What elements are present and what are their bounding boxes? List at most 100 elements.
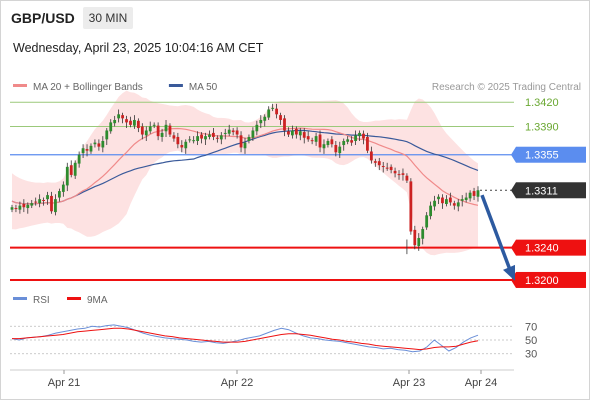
candle-body	[259, 119, 263, 124]
candle-body	[184, 141, 188, 149]
candle-body	[338, 146, 342, 154]
candle-body	[437, 196, 440, 200]
candle-body	[429, 205, 433, 217]
legend-label: MA 50	[189, 82, 218, 93]
candle-body	[50, 195, 53, 212]
candle-body	[219, 135, 223, 140]
candle-body	[113, 119, 117, 124]
candle-body	[279, 115, 282, 120]
candle-body	[215, 137, 219, 139]
rsi-level-label-50: 50	[525, 335, 537, 347]
candle-body	[433, 200, 436, 207]
candle-body	[140, 126, 144, 135]
candle-body	[192, 140, 196, 142]
candle-body	[472, 191, 476, 196]
candle-body	[61, 184, 65, 192]
candle-body	[176, 136, 180, 145]
level-label-pointer	[511, 182, 516, 199]
candle-body	[287, 131, 290, 135]
candle-body	[401, 173, 405, 175]
x-tick-label: Apr 22	[221, 377, 253, 389]
candle-body	[125, 119, 128, 123]
candle-body	[231, 130, 235, 133]
candle-body	[476, 190, 480, 197]
candle-body	[26, 204, 30, 209]
candle-body	[97, 143, 101, 147]
symbol-title: GBP/USD	[11, 10, 75, 26]
forecast-arrow-shaft	[480, 194, 512, 271]
candle-body	[255, 124, 259, 132]
candle-body	[330, 139, 334, 145]
candle-body	[350, 140, 354, 143]
candle-body	[152, 124, 156, 126]
level-label-box-1-3355	[516, 146, 586, 163]
level-label-1-3420: 1.3420	[525, 97, 559, 109]
candle-body	[93, 142, 97, 145]
candle-body	[235, 130, 239, 135]
candle-body	[243, 142, 247, 149]
candle-body	[290, 130, 294, 136]
candle-body	[275, 108, 278, 115]
candle-body	[294, 128, 298, 135]
candle-body	[358, 132, 361, 137]
candle-body	[456, 202, 460, 207]
candle-body	[247, 136, 251, 141]
candle-body	[239, 135, 243, 148]
candle-body	[366, 136, 369, 151]
candle-body	[57, 191, 61, 198]
candle-body	[318, 134, 322, 148]
candle-body	[133, 119, 136, 126]
candle-body	[393, 170, 397, 174]
candle-body	[334, 145, 338, 153]
rsi-legend-swatch	[13, 297, 27, 300]
candle-body	[223, 132, 227, 134]
level-label-pointer	[511, 239, 516, 256]
candle-body	[85, 149, 89, 151]
candle-body	[298, 131, 302, 136]
candle-body	[251, 130, 255, 138]
candle-body	[212, 132, 215, 137]
candle-body	[204, 136, 207, 140]
rsi-level-label-30: 30	[525, 349, 537, 361]
candle-body	[271, 107, 275, 109]
candle-body	[445, 199, 448, 205]
legend-label: MA 20 + Bollinger Bands	[33, 82, 143, 93]
candle-body	[314, 136, 318, 142]
candle-body	[109, 122, 113, 132]
candle-body	[409, 181, 413, 232]
candle-body	[129, 120, 132, 125]
rsi-legend-label: 9MA	[87, 295, 108, 306]
level-label-1-3355: 1.3355	[525, 150, 559, 162]
candle-body	[354, 135, 357, 141]
candle-body	[34, 201, 38, 203]
rsi-level-label-70: 70	[525, 321, 537, 333]
candle-body	[172, 135, 176, 139]
candle-body	[69, 165, 73, 175]
candle-body	[81, 148, 85, 154]
level-label-1-3240: 1.3240	[525, 243, 559, 255]
candle-body	[306, 136, 310, 140]
candles	[10, 103, 480, 255]
rsi-legend-label: RSI	[33, 295, 50, 306]
datetime-label: Wednesday, April 23, 2025 10:04:16 AM CE…	[13, 41, 264, 55]
source-credit: Research © 2025 Trading Central	[432, 82, 581, 93]
candle-body	[322, 144, 326, 149]
level-label-box-1-3200	[516, 271, 586, 288]
forecast-arrow-head	[503, 264, 515, 281]
candle-body	[283, 118, 286, 131]
candle-body	[302, 132, 306, 138]
candle-body	[460, 199, 464, 201]
candle-body	[188, 139, 192, 141]
candle-body	[227, 129, 231, 134]
legend-swatch	[13, 84, 27, 87]
legend-swatch	[168, 84, 183, 87]
candle-body	[346, 139, 350, 142]
candle-body	[89, 145, 93, 152]
candle-body	[362, 133, 365, 139]
candle-body	[452, 203, 456, 206]
candle-body	[263, 116, 267, 121]
timeframe-badge[interactable]: 30 MIN	[83, 7, 133, 29]
candle-body	[377, 161, 381, 166]
candle-body	[144, 130, 148, 136]
